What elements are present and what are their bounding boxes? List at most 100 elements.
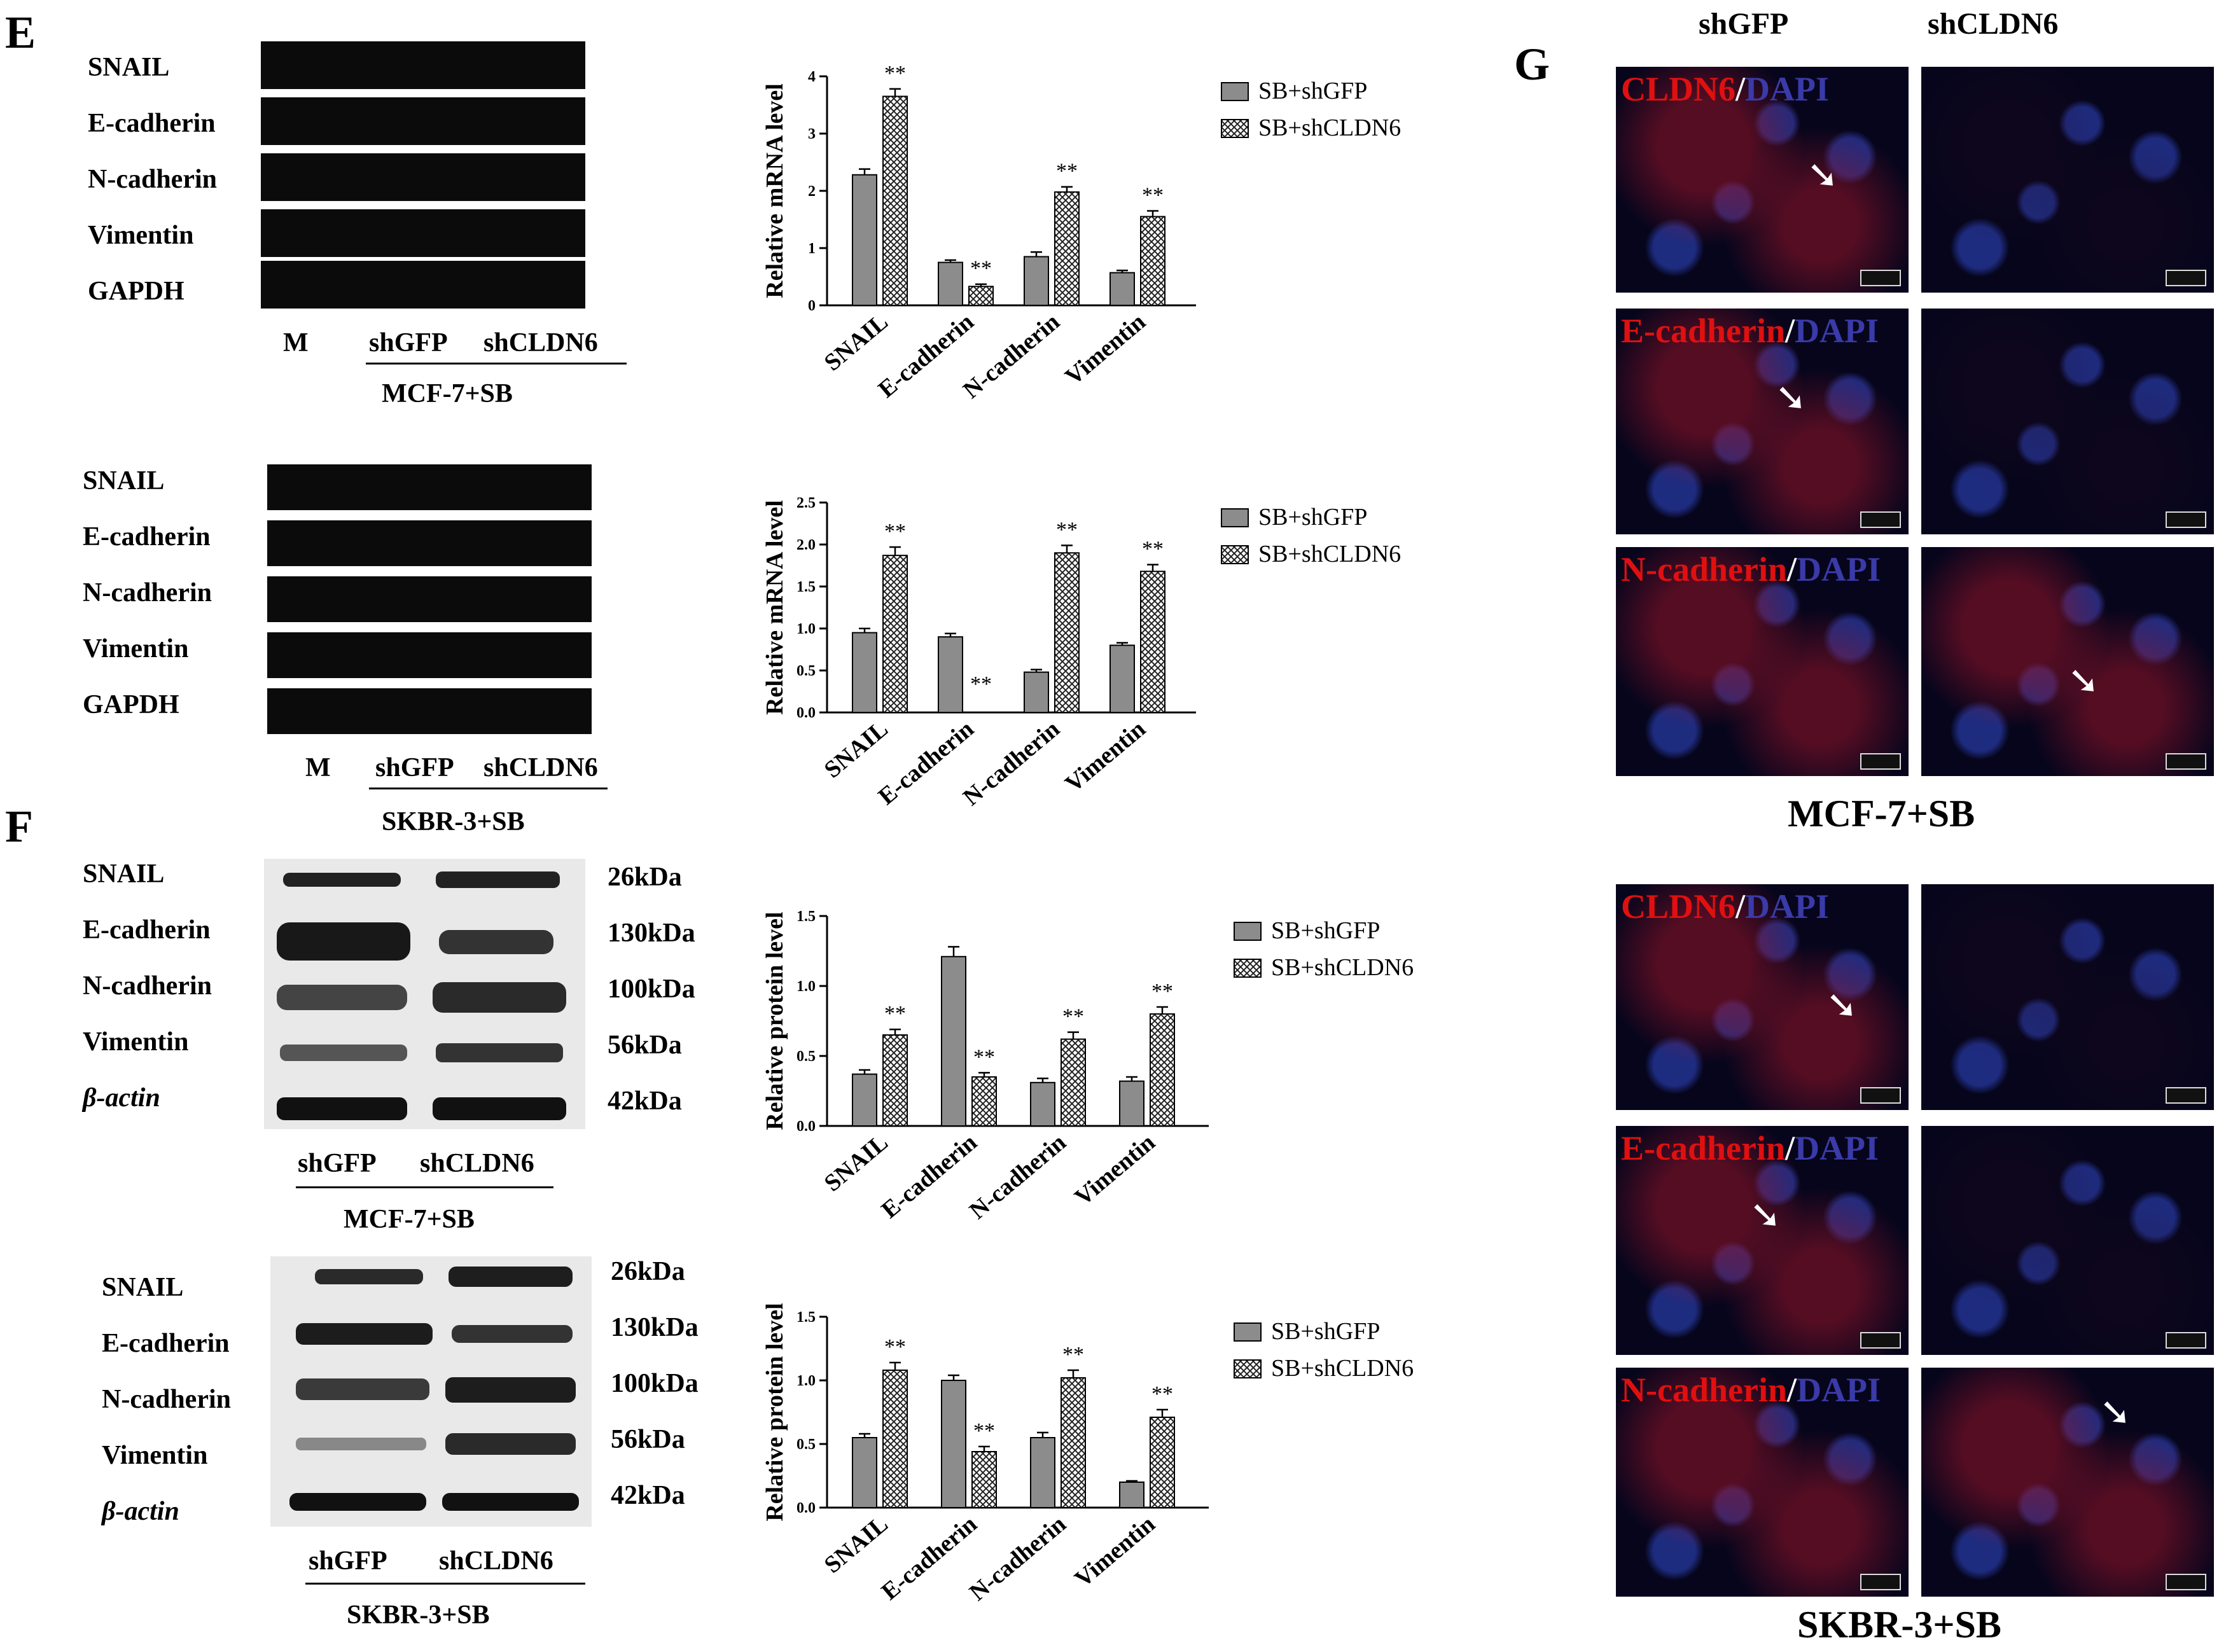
lane-label: shCLDN6: [483, 753, 598, 782]
cell-line-label: SKBR-3+SB: [382, 807, 525, 836]
protein-label: β-actin: [102, 1497, 179, 1526]
category-label: Vimentin: [1060, 716, 1150, 798]
blot-band: [296, 1378, 429, 1400]
if-cell-line-title: SKBR-3+SB: [1797, 1604, 2001, 1646]
y-axis-label: Relative mRNA level: [762, 500, 788, 715]
if-micrograph: N-cadherin/DAPI: [1616, 547, 1909, 776]
y-tick-label: 1.0: [796, 621, 816, 637]
category-label: SNAIL: [819, 1129, 893, 1197]
bar: [882, 1034, 908, 1127]
y-tick-label: 0.0: [796, 705, 816, 721]
arrow-icon: ➘: [1775, 375, 1807, 420]
if-dapi-name: DAPI: [1795, 312, 1879, 350]
if-micrograph: CLDN6/DAPI ➘: [1616, 884, 1909, 1110]
cell-line-label: SKBR-3+SB: [347, 1600, 490, 1630]
scale-bar: [1860, 753, 1901, 770]
legend-swatch: [1221, 82, 1249, 101]
lane-label: M: [305, 753, 331, 782]
lane-label: shCLDN6: [420, 1149, 534, 1178]
category-label: SNAIL: [819, 1511, 893, 1579]
bar-chart-mrna-skbr: 0.0 0.5 1.0 1.5 2.0 2.5 Relative mRNA level ** S…: [762, 495, 1401, 811]
if-cell-line-title: MCF-7+SB: [1788, 793, 1975, 835]
significance-marker: **: [1151, 1382, 1173, 1406]
arrow-icon: ➘: [1826, 983, 1858, 1027]
bar: [852, 174, 877, 306]
if-micrograph: [1921, 1126, 2214, 1355]
scale-bar: [2166, 1332, 2206, 1349]
if-stain-label: CLDN6/DAPI: [1621, 887, 1829, 926]
category-label: SNAIL: [819, 309, 893, 377]
scale-bar: [2166, 270, 2206, 286]
if-separator: /: [1786, 1371, 1797, 1409]
arrow-icon: ➘: [2099, 1390, 2132, 1434]
panel-label-e: E: [5, 7, 36, 58]
blot-band: [433, 982, 566, 1013]
blot-band: [442, 1493, 579, 1511]
if-micrograph: CLDN6/DAPI ➘: [1616, 67, 1909, 293]
significance-marker: **: [970, 672, 992, 696]
blot-band: [283, 873, 401, 887]
gel-band-row: [261, 97, 585, 145]
bar: [1150, 1013, 1175, 1127]
panel-label-f: F: [5, 801, 33, 852]
molecular-weight: 26kDa: [608, 863, 682, 892]
if-marker-name: CLDN6: [1621, 70, 1736, 108]
y-tick-label: 1.5: [796, 1309, 816, 1326]
significance-marker: **: [1056, 518, 1078, 541]
if-separator: /: [1785, 1129, 1795, 1167]
blot-band: [452, 1325, 573, 1343]
scale-bar: [1860, 1087, 1901, 1104]
significance-marker: **: [884, 1002, 906, 1025]
lane-label: shGFP: [369, 328, 448, 357]
arrow-icon: ➘: [2068, 658, 2100, 703]
blot-band: [315, 1269, 423, 1284]
if-marker-name: CLDN6: [1621, 887, 1736, 926]
legend-label: SB+shCLDN6: [1271, 1355, 1414, 1382]
protein-label: β-actin: [83, 1083, 160, 1113]
pcr-gel-mcf: [261, 41, 585, 309]
significance-marker: **: [884, 520, 906, 543]
if-dapi-name: DAPI: [1797, 550, 1881, 588]
cell-line-label: MCF-7+SB: [382, 379, 513, 408]
panel-label-g: G: [1514, 39, 1550, 90]
if-dapi-name: DAPI: [1745, 887, 1830, 926]
protein-label: SNAIL: [83, 859, 165, 889]
significance-marker: **: [1142, 184, 1164, 207]
bar: [1061, 1038, 1086, 1127]
category-label: N-cadherin: [964, 1511, 1071, 1606]
bar: [1054, 552, 1080, 713]
y-tick-label: 1.5: [796, 579, 816, 595]
protein-label: N-cadherin: [102, 1385, 231, 1414]
arrow-icon: ➘: [1807, 153, 1839, 197]
bar: [852, 632, 877, 714]
scale-bar: [2166, 1087, 2206, 1104]
molecular-weight: 42kDa: [608, 1086, 682, 1116]
bar: [1119, 1080, 1144, 1127]
blot-band: [277, 985, 407, 1010]
if-stain-label: E-cadherin/DAPI: [1621, 1128, 1879, 1168]
y-tick-label: 4: [808, 69, 816, 85]
gel-band-row: [267, 688, 592, 734]
blot-band: [439, 930, 553, 954]
bar: [938, 261, 963, 306]
protein-label: E-cadherin: [102, 1329, 230, 1358]
bar: [882, 555, 908, 713]
gene-label: GAPDH: [83, 690, 179, 719]
lane-underline: [296, 1186, 553, 1188]
blot-band: [433, 1097, 566, 1120]
significance-marker: **: [970, 257, 992, 281]
if-separator: /: [1736, 70, 1746, 108]
legend-swatch: [1234, 922, 1262, 941]
if-dapi-name: DAPI: [1745, 70, 1830, 108]
blot-band: [280, 1045, 407, 1061]
lane-underline: [369, 788, 608, 789]
if-separator: /: [1785, 312, 1795, 350]
gel-band-row: [261, 209, 585, 257]
lane-label: M: [283, 328, 309, 357]
legend-label: SB+shGFP: [1258, 504, 1367, 531]
molecular-weight: 130kDa: [611, 1313, 699, 1342]
if-micrograph: ➘: [1921, 547, 2214, 776]
arrow-icon: ➘: [1749, 1193, 1782, 1237]
category-label: E-cadherin: [877, 1511, 982, 1606]
gene-label: E-cadherin: [88, 109, 216, 138]
